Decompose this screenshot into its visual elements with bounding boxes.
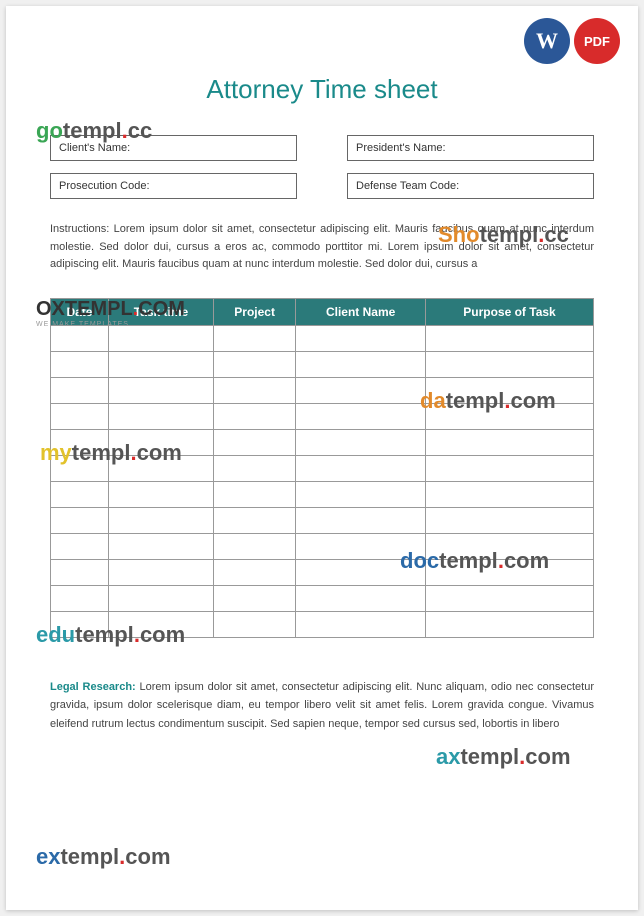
table-cell[interactable]: [425, 507, 593, 533]
table-row: [51, 429, 594, 455]
column-header: Purpose of Task: [425, 298, 593, 325]
word-badge-icon: W: [524, 18, 570, 64]
table-row: [51, 377, 594, 403]
table-cell[interactable]: [425, 429, 593, 455]
document-page: W PDF Attorney Time sheet Client's Name:…: [6, 6, 638, 910]
table-cell[interactable]: [51, 585, 109, 611]
table-cell[interactable]: [214, 429, 296, 455]
table-cell[interactable]: [296, 351, 426, 377]
table-cell[interactable]: [296, 559, 426, 585]
table-row: [51, 611, 594, 637]
table-cell[interactable]: [108, 533, 213, 559]
column-header: Date: [51, 298, 109, 325]
table-cell[interactable]: [296, 611, 426, 637]
table-row: [51, 533, 594, 559]
table-cell[interactable]: [425, 533, 593, 559]
table-cell[interactable]: [51, 377, 109, 403]
table-cell[interactable]: [214, 377, 296, 403]
table-cell[interactable]: [108, 403, 213, 429]
table-cell[interactable]: [108, 611, 213, 637]
table-cell[interactable]: [425, 481, 593, 507]
table-cell[interactable]: [296, 429, 426, 455]
table-cell[interactable]: [425, 351, 593, 377]
table-cell[interactable]: [51, 429, 109, 455]
table-cell[interactable]: [214, 585, 296, 611]
table-cell[interactable]: [51, 325, 109, 351]
table-row: [51, 585, 594, 611]
table-row: [51, 455, 594, 481]
page-title: Attorney Time sheet: [50, 74, 594, 105]
defense-code-field[interactable]: Defense Team Code:: [347, 173, 594, 199]
table-cell[interactable]: [296, 533, 426, 559]
table-cell[interactable]: [425, 377, 593, 403]
table-cell[interactable]: [425, 325, 593, 351]
table-row: [51, 507, 594, 533]
table-cell[interactable]: [108, 507, 213, 533]
table-cell[interactable]: [108, 429, 213, 455]
client-name-field[interactable]: Client's Name:: [50, 135, 297, 161]
table-cell[interactable]: [51, 533, 109, 559]
table-cell[interactable]: [214, 507, 296, 533]
column-header: Project: [214, 298, 296, 325]
table-cell[interactable]: [214, 611, 296, 637]
table-cell[interactable]: [214, 455, 296, 481]
column-header: Client Name: [296, 298, 426, 325]
table-row: [51, 325, 594, 351]
table-cell[interactable]: [296, 455, 426, 481]
table-row: [51, 403, 594, 429]
table-cell[interactable]: [296, 481, 426, 507]
legal-research-text: Legal Research: Lorem ipsum dolor sit am…: [50, 678, 594, 734]
table-cell[interactable]: [108, 585, 213, 611]
format-badges: W PDF: [524, 18, 620, 64]
table-cell[interactable]: [296, 507, 426, 533]
instructions-text: Instructions: Lorem ipsum dolor sit amet…: [50, 221, 594, 274]
table-cell[interactable]: [425, 585, 593, 611]
legal-research-label: Legal Research:: [50, 681, 136, 693]
table-cell[interactable]: [108, 325, 213, 351]
table-cell[interactable]: [51, 351, 109, 377]
table-cell[interactable]: [108, 559, 213, 585]
table-cell[interactable]: [214, 325, 296, 351]
table-cell[interactable]: [51, 481, 109, 507]
president-name-field[interactable]: President's Name:: [347, 135, 594, 161]
table-cell[interactable]: [425, 403, 593, 429]
table-cell[interactable]: [51, 559, 109, 585]
table-cell[interactable]: [214, 351, 296, 377]
table-row: [51, 481, 594, 507]
table-cell[interactable]: [214, 533, 296, 559]
table-cell[interactable]: [51, 403, 109, 429]
table-cell[interactable]: [51, 611, 109, 637]
pdf-badge-icon: PDF: [574, 18, 620, 64]
table-cell[interactable]: [214, 481, 296, 507]
table-row: [51, 351, 594, 377]
header-fields: Client's Name: President's Name: Prosecu…: [50, 135, 594, 199]
table-cell[interactable]: [51, 507, 109, 533]
table-cell[interactable]: [214, 559, 296, 585]
table-cell[interactable]: [296, 325, 426, 351]
table-cell[interactable]: [425, 611, 593, 637]
table-cell[interactable]: [108, 481, 213, 507]
table-cell[interactable]: [296, 403, 426, 429]
table-cell[interactable]: [296, 585, 426, 611]
timesheet-table: DateTask timeProjectClient NamePurpose o…: [50, 298, 594, 638]
table-cell[interactable]: [51, 455, 109, 481]
table-cell[interactable]: [425, 559, 593, 585]
column-header: Task time: [108, 298, 213, 325]
prosecution-code-field[interactable]: Prosecution Code:: [50, 173, 297, 199]
table-cell[interactable]: [425, 455, 593, 481]
table-cell[interactable]: [108, 351, 213, 377]
table-cell[interactable]: [214, 403, 296, 429]
table-row: [51, 559, 594, 585]
table-cell[interactable]: [108, 377, 213, 403]
table-cell[interactable]: [296, 377, 426, 403]
table-cell[interactable]: [108, 455, 213, 481]
